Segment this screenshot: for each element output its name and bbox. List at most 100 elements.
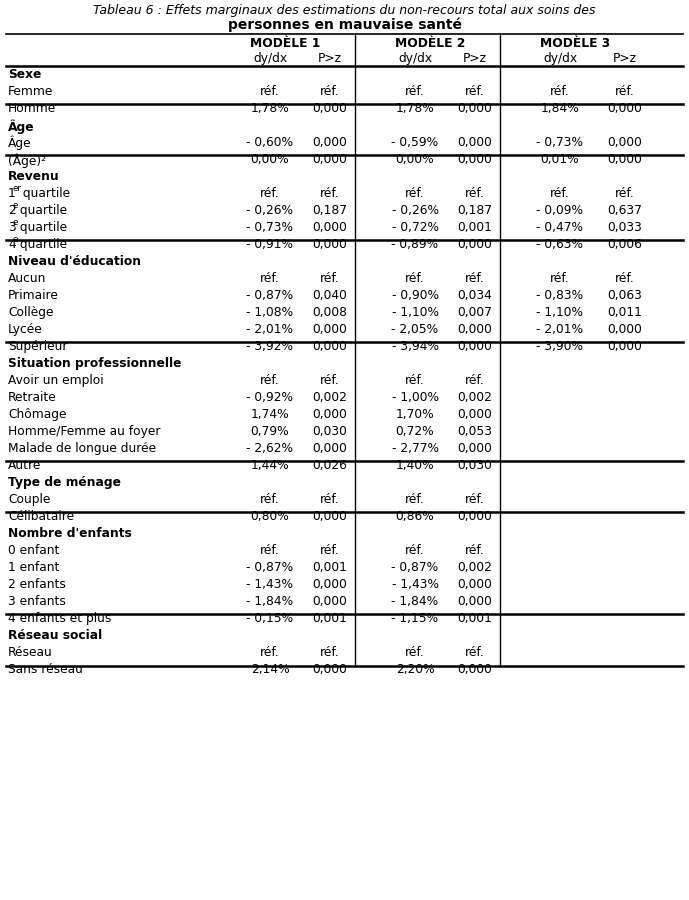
Text: 1,84%: 1,84%: [541, 102, 579, 115]
Text: 1,44%: 1,44%: [251, 459, 289, 472]
Text: Supérieur: Supérieur: [8, 340, 68, 353]
Text: réf.: réf.: [320, 374, 340, 387]
Text: 0,000: 0,000: [313, 442, 347, 455]
Text: - 0,59%: - 0,59%: [391, 136, 439, 149]
Text: dy/dx: dy/dx: [253, 52, 287, 65]
Text: MODÈLE 1: MODÈLE 1: [250, 37, 320, 50]
Text: MODÈLE 2: MODÈLE 2: [395, 37, 465, 50]
Text: réf.: réf.: [465, 272, 485, 285]
Text: Aucun: Aucun: [8, 272, 46, 285]
Text: 0,053: 0,053: [457, 425, 493, 438]
Text: 1: 1: [8, 187, 16, 200]
Text: réf.: réf.: [465, 544, 485, 557]
Text: Femme: Femme: [8, 85, 53, 98]
Text: 0,000: 0,000: [313, 238, 347, 251]
Text: 0,000: 0,000: [313, 408, 347, 421]
Text: réf.: réf.: [405, 374, 425, 387]
Text: 0,000: 0,000: [608, 136, 642, 149]
Text: 0,000: 0,000: [457, 510, 493, 523]
Text: quartile: quartile: [16, 238, 67, 251]
Text: - 2,01%: - 2,01%: [537, 323, 584, 336]
Text: 0,80%: 0,80%: [251, 510, 289, 523]
Text: 0,002: 0,002: [457, 561, 493, 574]
Text: Niveau d'éducation: Niveau d'éducation: [8, 255, 141, 268]
Text: 3 enfants: 3 enfants: [8, 595, 66, 608]
Text: 1,74%: 1,74%: [251, 408, 289, 421]
Text: 2 enfants: 2 enfants: [8, 578, 66, 591]
Text: réf.: réf.: [405, 493, 425, 506]
Text: réf.: réf.: [260, 272, 280, 285]
Text: 0,000: 0,000: [608, 102, 642, 115]
Text: 4 enfants et plus: 4 enfants et plus: [8, 612, 112, 625]
Text: réf.: réf.: [550, 85, 570, 98]
Text: Réseau social: Réseau social: [8, 629, 102, 642]
Text: 0,000: 0,000: [313, 102, 347, 115]
Text: 0,000: 0,000: [457, 136, 493, 149]
Text: réf.: réf.: [260, 374, 280, 387]
Text: réf.: réf.: [260, 85, 280, 98]
Text: 0,000: 0,000: [313, 221, 347, 234]
Text: réf.: réf.: [260, 646, 280, 659]
Text: - 3,92%: - 3,92%: [247, 340, 294, 353]
Text: 0,011: 0,011: [608, 306, 642, 319]
Text: Type de ménage: Type de ménage: [8, 476, 121, 489]
Text: - 0,47%: - 0,47%: [537, 221, 584, 234]
Text: P>z: P>z: [318, 52, 342, 65]
Text: - 0,72%: - 0,72%: [391, 221, 438, 234]
Text: - 1,84%: - 1,84%: [391, 595, 439, 608]
Text: quartile: quartile: [19, 187, 70, 200]
Text: 0,063: 0,063: [608, 289, 642, 302]
Text: - 0,09%: - 0,09%: [537, 204, 584, 217]
Text: 0,001: 0,001: [313, 561, 347, 574]
Text: 0,026: 0,026: [313, 459, 347, 472]
Text: - 0,91%: - 0,91%: [247, 238, 294, 251]
Text: 0 enfant: 0 enfant: [8, 544, 59, 557]
Text: Malade de longue durée: Malade de longue durée: [8, 442, 156, 455]
Text: Autre: Autre: [8, 459, 41, 472]
Text: 0,000: 0,000: [457, 595, 493, 608]
Text: personnes en mauvaise santé: personnes en mauvaise santé: [227, 18, 462, 32]
Text: Chômage: Chômage: [8, 408, 67, 421]
Text: - 0,87%: - 0,87%: [391, 561, 439, 574]
Text: e: e: [12, 235, 18, 244]
Text: - 0,73%: - 0,73%: [537, 136, 584, 149]
Text: Tableau 6 : Effets marginaux des estimations du non-recours total aux soins des: Tableau 6 : Effets marginaux des estimat…: [93, 4, 596, 17]
Text: Célibataire: Célibataire: [8, 510, 74, 523]
Text: 0,000: 0,000: [457, 102, 493, 115]
Text: Sans réseau: Sans réseau: [8, 663, 83, 676]
Text: 0,79%: 0,79%: [251, 425, 289, 438]
Text: 0,008: 0,008: [313, 306, 347, 319]
Text: er: er: [12, 184, 21, 193]
Text: - 0,73%: - 0,73%: [247, 221, 294, 234]
Text: e: e: [12, 218, 18, 227]
Text: Âge: Âge: [8, 136, 32, 150]
Text: - 0,63%: - 0,63%: [537, 238, 584, 251]
Text: - 3,94%: - 3,94%: [391, 340, 438, 353]
Text: 0,000: 0,000: [457, 238, 493, 251]
Text: - 0,83%: - 0,83%: [537, 289, 584, 302]
Text: 0,000: 0,000: [608, 153, 642, 166]
Text: réf.: réf.: [260, 493, 280, 506]
Text: réf.: réf.: [615, 187, 635, 200]
Text: 0,000: 0,000: [313, 510, 347, 523]
Text: P>z: P>z: [463, 52, 487, 65]
Text: - 1,08%: - 1,08%: [247, 306, 294, 319]
Text: réf.: réf.: [260, 544, 280, 557]
Text: 0,00%: 0,00%: [395, 153, 434, 166]
Text: Nombre d'enfants: Nombre d'enfants: [8, 527, 132, 540]
Text: 4: 4: [8, 238, 16, 251]
Text: réf.: réf.: [550, 187, 570, 200]
Text: 2,20%: 2,20%: [395, 663, 434, 676]
Text: 0,637: 0,637: [608, 204, 642, 217]
Text: - 1,10%: - 1,10%: [391, 306, 438, 319]
Text: Primaire: Primaire: [8, 289, 59, 302]
Text: 0,002: 0,002: [313, 391, 347, 404]
Text: réf.: réf.: [320, 272, 340, 285]
Text: - 0,60%: - 0,60%: [247, 136, 294, 149]
Text: P>z: P>z: [613, 52, 637, 65]
Text: - 0,87%: - 0,87%: [247, 289, 294, 302]
Text: - 0,26%: - 0,26%: [391, 204, 438, 217]
Text: 3: 3: [8, 221, 16, 234]
Text: - 1,43%: - 1,43%: [247, 578, 294, 591]
Text: - 3,90%: - 3,90%: [537, 340, 584, 353]
